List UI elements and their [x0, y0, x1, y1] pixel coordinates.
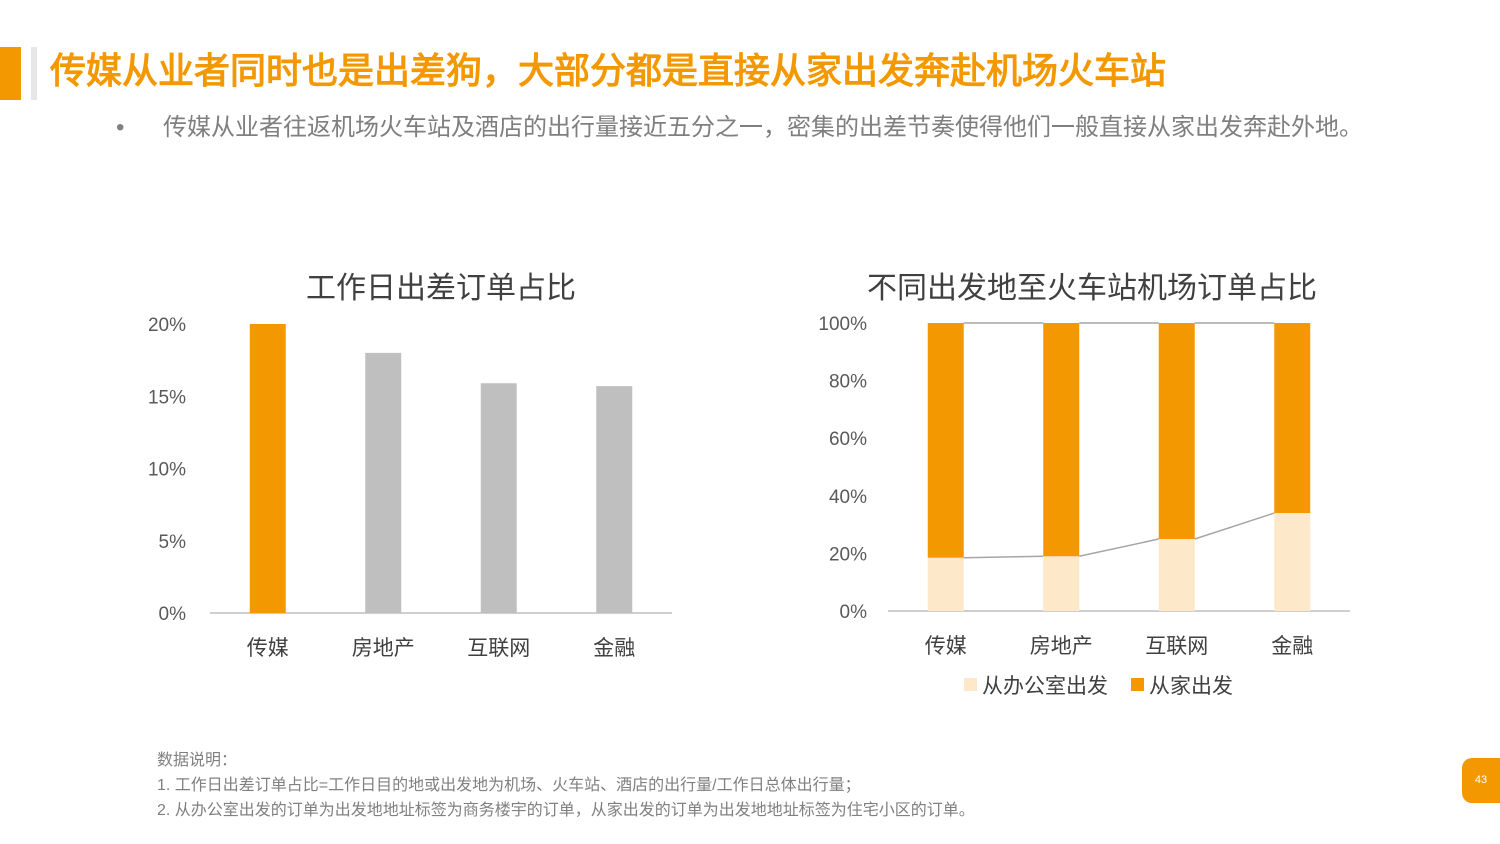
chart2-ytick-label: 0%	[840, 602, 868, 623]
chart1-bar	[480, 383, 517, 613]
chart1-title: 工作日出差订单占比	[306, 272, 576, 305]
chart2-ytick-label: 60%	[829, 429, 867, 450]
chart2-legend-label: 从办公室出发	[982, 675, 1108, 698]
chart2-bar-segment	[1274, 323, 1311, 514]
chart2-legend-label: 从家出发	[1149, 675, 1233, 698]
chart2-bar-segment	[927, 557, 964, 611]
chart2-bar-segment	[1158, 323, 1195, 539]
chart2-series-line	[1079, 538, 1159, 558]
chart2-series-line	[1194, 512, 1275, 540]
chart1-xtick-label: 互联网	[467, 637, 530, 660]
chart2-title: 不同出发地至火车站机场订单占比	[867, 272, 1317, 305]
page-title: 传媒从业者同时也是出差狗，大部分都是直接从家出发奔赴机场火车站	[50, 50, 1167, 91]
notes-heading: 数据说明：	[157, 752, 238, 769]
chart2-xtick-label: 互联网	[1145, 635, 1208, 658]
chart2-ytick-label: 100%	[818, 314, 867, 335]
chart2-bar-segment	[1158, 539, 1195, 611]
chart2-bar-segment	[1043, 323, 1080, 557]
data-notes: 数据说明： 1. 工作日出差订单占比=工作日目的地或出发地为机场、火车站、酒店的…	[157, 748, 975, 823]
chart2-xtick-label: 房地产	[1030, 635, 1093, 658]
page-number: 43	[1462, 758, 1500, 803]
chart2-series-line	[963, 555, 1044, 559]
chart1-xtick-label: 金融	[593, 637, 635, 660]
notes-line-2: 2. 从办公室出发的订单为出发地地址标签为商务楼宇的订单，从家出发的订单为出发地…	[157, 802, 975, 819]
chart2-bar-segment	[927, 323, 964, 558]
chart2-ytick-label: 40%	[829, 487, 867, 508]
chart1-ytick-label: 10%	[148, 460, 186, 481]
chart1-ytick-label: 15%	[148, 387, 186, 408]
chart1-ytick-label: 5%	[159, 532, 187, 553]
title-accent-divider	[31, 47, 37, 100]
chart1-bar	[249, 324, 286, 613]
chart2-bar-segment	[1274, 513, 1311, 611]
chart1-ytick-label: 20%	[148, 315, 186, 336]
page-subtitle: 传媒从业者往返机场火车站及酒店的出行量接近五分之一，密集的出差节奏使得他们一般直…	[163, 114, 1363, 141]
chart1-ytick-label: 0%	[159, 604, 187, 625]
chart2-legend-swatch	[964, 678, 977, 691]
chart2-legend-swatch	[1131, 678, 1144, 691]
chart2-ytick-label: 20%	[829, 544, 867, 565]
title-accent-bar	[0, 47, 21, 100]
notes-line-1: 1. 工作日出差订单占比=工作日目的地或出发地为机场、火车站、酒店的出行量/工作…	[157, 777, 861, 794]
chart2-xtick-label: 金融	[1271, 635, 1313, 658]
chart2-xtick-label: 传媒	[925, 635, 967, 658]
chart1-bar	[365, 352, 402, 613]
chart2-bar-segment	[1043, 556, 1080, 611]
chart2-ytick-label: 80%	[829, 372, 867, 393]
chart1-bar	[596, 386, 633, 613]
chart1-xtick-label: 传媒	[247, 637, 289, 660]
bullet-icon: •	[116, 114, 125, 141]
chart1-xtick-label: 房地产	[352, 637, 415, 660]
